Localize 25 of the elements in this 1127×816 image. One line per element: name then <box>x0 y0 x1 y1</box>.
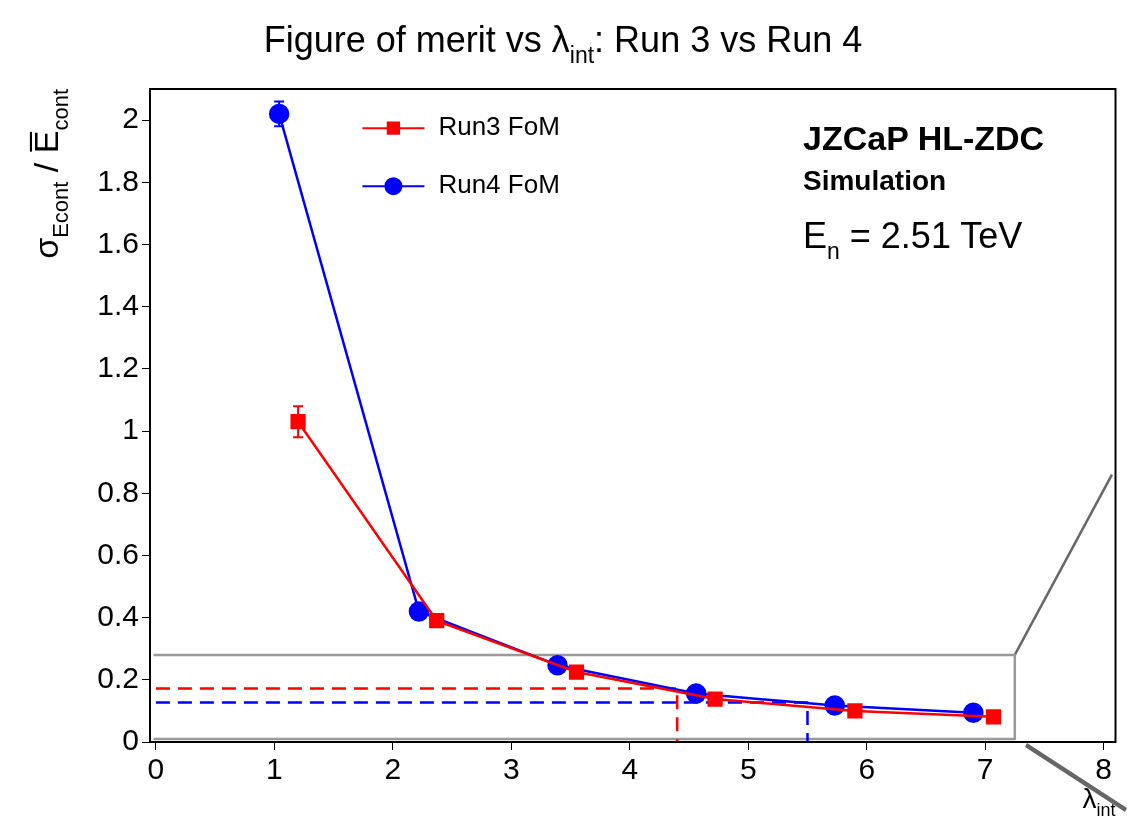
x-tick-label: 1 <box>266 752 283 786</box>
y-tick-label: 0.4 <box>97 598 139 632</box>
y-tick-label: 0.8 <box>97 474 139 508</box>
x-tick-label: 3 <box>502 752 520 786</box>
x-tick-label: 4 <box>621 752 639 786</box>
y-tick-label: 0 <box>122 723 139 757</box>
y-tick-label: 2 <box>122 101 139 135</box>
y-tick-label: 0.2 <box>97 661 139 695</box>
y-tick-label: 1 <box>122 412 139 446</box>
x-tick-label: 0 <box>147 752 165 786</box>
x-tick-label: 6 <box>858 752 876 786</box>
y-tick-label: 1.2 <box>97 350 139 384</box>
y-tick-label: 1.6 <box>97 225 139 259</box>
x-tick-label: 8 <box>1095 752 1112 786</box>
annotation: Simulation <box>803 165 947 196</box>
y-tick-label: 1.8 <box>97 163 139 197</box>
legend-label: Run3 FoM <box>438 111 560 142</box>
x-tick-label: 5 <box>739 752 757 786</box>
x-tick-label: 2 <box>384 752 402 786</box>
annotation: JZCaP HL-ZDC <box>803 119 1045 157</box>
y-tick-label: 1.4 <box>97 287 139 321</box>
y-axis-title: σEcont / E̅cont <box>27 88 74 259</box>
x-tick-label: 7 <box>976 752 994 786</box>
y-tick-label: 0.6 <box>97 536 139 570</box>
legend-label: Run4 FoM <box>438 169 560 200</box>
